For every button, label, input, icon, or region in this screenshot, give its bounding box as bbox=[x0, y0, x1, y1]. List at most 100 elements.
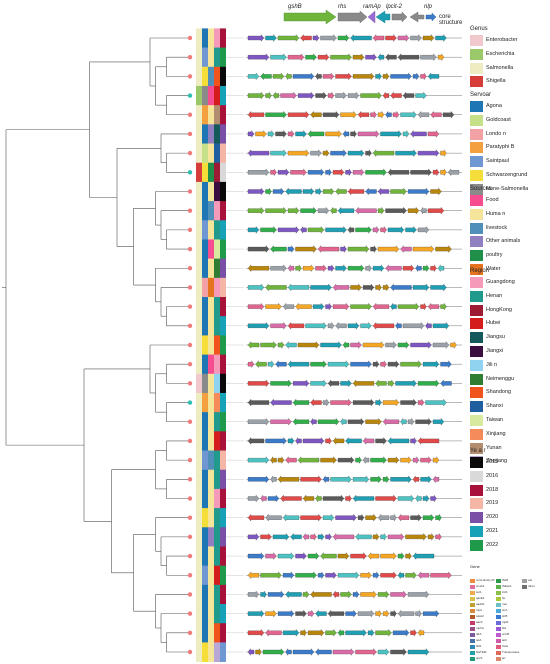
gene-arrow bbox=[420, 475, 432, 484]
legend-title-year: Ye a r bbox=[470, 448, 486, 454]
gene-arrow bbox=[267, 590, 285, 599]
legend-swatch bbox=[470, 498, 483, 510]
gene-arrow bbox=[270, 245, 287, 253]
gene-arrow bbox=[332, 437, 345, 445]
metadata-cell bbox=[214, 28, 220, 48]
legend-label: Londo n bbox=[486, 130, 506, 137]
metadata-cell bbox=[208, 373, 214, 394]
metadata-cell bbox=[202, 277, 208, 298]
legend-label: Saintpaul bbox=[486, 158, 509, 165]
legend-item-year: 2021 bbox=[470, 525, 550, 539]
gene-legend-item: strB bbox=[496, 614, 522, 620]
gene-arrow bbox=[397, 302, 420, 311]
gene-legend-item: tetA bbox=[470, 638, 496, 644]
gene-arrow bbox=[300, 475, 322, 484]
gene-arrow bbox=[427, 72, 440, 81]
gene-arrow bbox=[372, 302, 390, 311]
gene-arrow bbox=[332, 590, 340, 599]
tree-leaf-node bbox=[187, 93, 193, 98]
legend-item-sources: Food bbox=[470, 194, 550, 208]
legend-label: Yunan bbox=[486, 444, 502, 451]
legend-swatch bbox=[470, 35, 483, 46]
legend-gene: ccrA family AT cmlA1 sul1 qacE1 aadA1 tnpA cat… bbox=[470, 578, 550, 662]
gene-legend-label: aac3 bbox=[476, 620, 483, 624]
metadata-cell bbox=[214, 124, 220, 144]
gene-legend-label: ermB bbox=[502, 632, 510, 636]
gene-arrow bbox=[287, 53, 305, 61]
gene-legend-swatch bbox=[496, 597, 501, 601]
metadata-cell bbox=[214, 354, 220, 375]
metadata-cell bbox=[196, 85, 202, 106]
tree-leaf-node bbox=[187, 553, 193, 559]
gene-arrow bbox=[360, 590, 377, 599]
legend-swatch bbox=[470, 101, 483, 112]
metadata-cell bbox=[220, 335, 226, 355]
gene-arrow bbox=[437, 53, 445, 61]
gene-arrow bbox=[350, 552, 367, 560]
gene-arrow bbox=[297, 91, 315, 100]
legend-item-genus: Enterobacter bbox=[470, 34, 550, 48]
tree-leaf-node bbox=[187, 35, 193, 41]
gene-arrow bbox=[365, 168, 387, 177]
gene-arrow bbox=[422, 264, 430, 273]
gene-arrow bbox=[277, 34, 300, 42]
metadata-cell bbox=[208, 335, 214, 355]
gene-arrow bbox=[382, 418, 400, 426]
metadata-cell bbox=[202, 66, 208, 87]
gene-arrow bbox=[372, 322, 395, 330]
gene-arrow bbox=[287, 322, 305, 330]
rama-label: ramAp bbox=[363, 4, 381, 10]
gene-arrow bbox=[272, 187, 285, 196]
legend-swatch bbox=[470, 208, 483, 220]
metadata-cell bbox=[196, 239, 202, 260]
gene-arrow bbox=[307, 168, 325, 177]
gene-arrow bbox=[380, 571, 397, 579]
gene-arrow bbox=[382, 609, 390, 618]
gene-arrow bbox=[417, 379, 440, 388]
gene-arrow bbox=[410, 34, 422, 42]
gene-arrow bbox=[347, 418, 365, 426]
gene-arrow bbox=[335, 72, 352, 81]
gene-legend-label: tetA bbox=[476, 638, 482, 642]
legend-item-sources: livestock bbox=[470, 222, 550, 236]
gene-arrow bbox=[310, 283, 332, 292]
metadata-cell bbox=[196, 181, 202, 202]
gene-legend-label: dfrA bbox=[476, 632, 482, 636]
gene-arrow bbox=[427, 533, 435, 541]
gshb-gene-arrow bbox=[283, 9, 337, 25]
gene-arrow bbox=[322, 187, 335, 196]
gene-legend-item: dfrA bbox=[470, 632, 496, 638]
gene-arrow bbox=[405, 571, 417, 579]
gene-arrow bbox=[372, 533, 380, 541]
legend-swatch bbox=[470, 332, 483, 344]
gene-arrow bbox=[350, 360, 372, 368]
gene-arrow bbox=[372, 226, 380, 234]
gene-arrow bbox=[300, 513, 322, 522]
legend-title-region: Region bbox=[470, 268, 490, 274]
rama-gene-arrow bbox=[367, 10, 376, 24]
gene-arrow bbox=[280, 494, 302, 503]
metadata-cell bbox=[202, 642, 208, 662]
metadata-cell bbox=[214, 392, 220, 413]
metadata-cell bbox=[202, 527, 208, 547]
gene-arrow bbox=[310, 590, 332, 599]
metadata-cell bbox=[220, 392, 226, 413]
gene-arrow bbox=[392, 110, 400, 119]
gene-arrow bbox=[325, 629, 337, 637]
gene-arrow bbox=[347, 91, 360, 100]
gene-legend-swatch bbox=[522, 585, 527, 589]
gene-arrow bbox=[322, 72, 335, 81]
gene-arrow bbox=[347, 245, 370, 253]
gene-arrow bbox=[390, 283, 412, 292]
gene-arrow bbox=[407, 187, 430, 196]
gene-arrow bbox=[247, 206, 265, 215]
tree-leaf-node bbox=[187, 131, 193, 137]
gene-arrow bbox=[247, 91, 265, 100]
metadata-cell bbox=[208, 66, 214, 87]
metadata-cell bbox=[202, 508, 208, 528]
gene-arrow bbox=[302, 494, 315, 503]
gene-arrow bbox=[372, 149, 395, 157]
gene-arrow bbox=[412, 245, 435, 253]
gene-arrow bbox=[277, 475, 300, 484]
legend-label: Water bbox=[486, 266, 501, 272]
